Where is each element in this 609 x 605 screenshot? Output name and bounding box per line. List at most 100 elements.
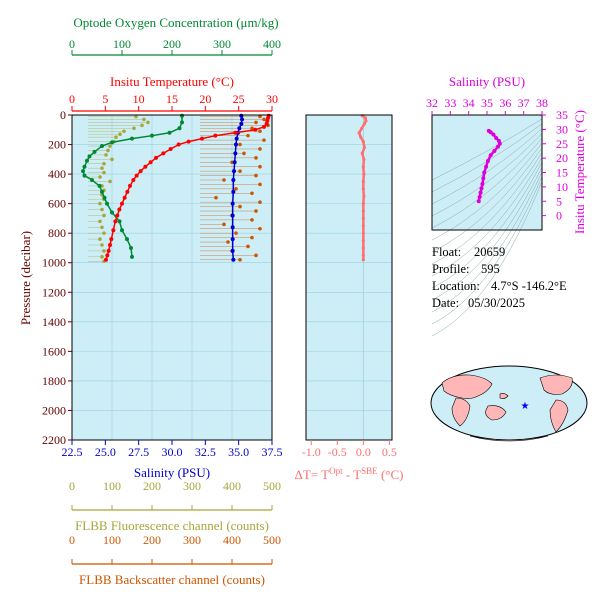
flbb-backscatter-channel-point (214, 195, 218, 200)
insitu-temperature-profile-point (108, 243, 112, 247)
flbb-fluorescence-channel-point (106, 148, 110, 153)
ts-density-contour (431, 133, 543, 217)
delta-t-point (362, 157, 366, 161)
ts-x-tick-label: 35 (481, 96, 493, 110)
delta-t-point (360, 126, 364, 130)
optode-oxygen-concentration-profile-point (180, 120, 184, 125)
delta-t-point (360, 151, 364, 156)
ts-density-contour (431, 128, 543, 205)
delta-t-label-sup2: SBE (361, 466, 378, 476)
ts-y-tick-label: 20 (556, 151, 568, 165)
pressure-axis: 0 200 400 600 800 1000 1200 1400 1600 1800 2000 220… (42, 108, 72, 447)
backscatter-axis-tick-label: 400 (223, 533, 241, 547)
pressure-tick-label: 800 (48, 226, 66, 240)
flbb-fluorescence-channel-point (146, 120, 150, 125)
fluorescence-axis-tick-label: 300 (183, 479, 201, 493)
insitu-temperature-profile-point (104, 257, 108, 262)
salinity-axis-tick-label: 30.0 (162, 445, 183, 459)
insitu-temperature-profile-point (105, 253, 110, 258)
ts-point (479, 186, 484, 191)
insitu-temperature-profile-point (233, 130, 238, 135)
ts-y-tick-label: 0 (556, 209, 562, 223)
insitu-temperature-profile-point (143, 164, 148, 169)
insitu-temperature-profile-point (253, 127, 258, 132)
ts-point (488, 130, 493, 135)
ts-density-contour (431, 176, 543, 325)
map-south-america (549, 399, 569, 433)
flbb-backscatter-channel-point (222, 178, 226, 182)
insitu-temperature-profile-point (109, 237, 114, 242)
flbb-fluorescence-channel-point (102, 213, 106, 218)
salinity-profile-point (239, 121, 244, 126)
flbb-backscatter-channel-point (238, 204, 242, 209)
flbb-fluorescence-channel-point (142, 117, 146, 122)
optode-oxygen-concentration-profile-point (110, 210, 114, 215)
flbb-fluorescence-channel-point (110, 157, 114, 162)
oxygen-axis: 0 100 200 300 400 (69, 37, 281, 56)
map-australia (485, 405, 507, 421)
ts-point (484, 164, 489, 169)
flbb-fluorescence-channel-point (100, 225, 104, 230)
delta-t-axis-label: ΔT= TOpt - TSBE (°C) (295, 466, 404, 482)
fluorescence-axis-tick-label: 200 (143, 479, 161, 493)
delta-panel-data (357, 114, 368, 262)
flbb-backscatter-channel-point (234, 187, 238, 191)
ts-point (478, 190, 483, 195)
map-asia (441, 374, 493, 399)
salinity-axis: 22.5 25.0 27.5 30.0 32.5 35.0 37.5 (62, 440, 283, 459)
insitu-temperature-profile-point (262, 124, 266, 129)
flbb-fluorescence-channel-point (140, 123, 144, 128)
pressure-tick-label: 400 (48, 167, 66, 181)
flbb-backscatter-channel-point (250, 235, 254, 240)
backscatter-axis: 0 100 200 300 400 500 (69, 533, 281, 565)
ts-y-tick-label: 30 (556, 122, 568, 136)
temperature-axis: 0 5 10 15 20 25 30 (69, 92, 278, 112)
oxygen-axis-tick-label: 100 (113, 37, 131, 51)
optode-oxygen-concentration-profile-point (130, 254, 134, 259)
optode-oxygen-concentration-profile-point (125, 237, 129, 242)
optode-oxygen-concentration-profile-point (100, 189, 104, 194)
delta-t-point (362, 194, 366, 198)
temperature-axis-tick-label: 25 (233, 92, 245, 106)
salinity-profile-point (230, 248, 235, 253)
delta-t-point (362, 145, 366, 150)
oxygen-axis-tick-label: 400 (263, 37, 281, 51)
location-value: 4.7°S -146.2°E (491, 279, 567, 293)
pressure-tick-label: 2200 (42, 433, 66, 447)
flbb-backscatter-channel-point (238, 169, 242, 173)
salinity-profile-point (230, 237, 235, 242)
flbb-backscatter-channel-point (238, 257, 242, 262)
salinity-profile-point (233, 151, 238, 156)
ts-point (477, 194, 482, 199)
oxygen-axis-tick-label: 0 (69, 37, 75, 51)
delta-t-point (361, 216, 365, 221)
ts-density-contour (431, 118, 543, 181)
flbb-fluorescence-channel-point (98, 175, 102, 179)
delta-t-label-main: ΔT= T (295, 467, 330, 482)
delta-t-point (361, 209, 365, 213)
insitu-temperature-profile-point (134, 173, 139, 178)
ts-point (491, 132, 496, 137)
ts-point (481, 176, 486, 181)
delta-t-point (361, 238, 365, 243)
delta-t-point (364, 119, 368, 123)
temperature-axis-tick-label: 5 (102, 92, 108, 106)
float-label: Float: (432, 245, 461, 259)
backscatter-axis-tick-label: 0 (69, 533, 75, 547)
flbb-backscatter-channel-point (258, 182, 262, 187)
pressure-tick-label: 600 (48, 197, 66, 211)
flbb-fluorescence-channel-point (118, 132, 122, 137)
ts-x-tick-label: 38 (536, 96, 548, 110)
flbb-fluorescence-channel-point (100, 255, 104, 259)
flbb-backscatter-channel-point (246, 244, 250, 249)
pressure-tick-label: 1200 (42, 285, 66, 299)
ts-y-tick-label: 10 (556, 180, 568, 194)
oxygen-axis-tick-label: 300 (213, 37, 231, 51)
flbb-backscatter-channel-point (258, 129, 262, 134)
delta-t-point (361, 179, 365, 184)
ts-x-tick-label: 34 (463, 96, 475, 110)
optode-oxygen-concentration-profile-point (92, 149, 97, 154)
pressure-tick-label: 0 (60, 108, 66, 122)
delta-t-point (361, 202, 365, 206)
